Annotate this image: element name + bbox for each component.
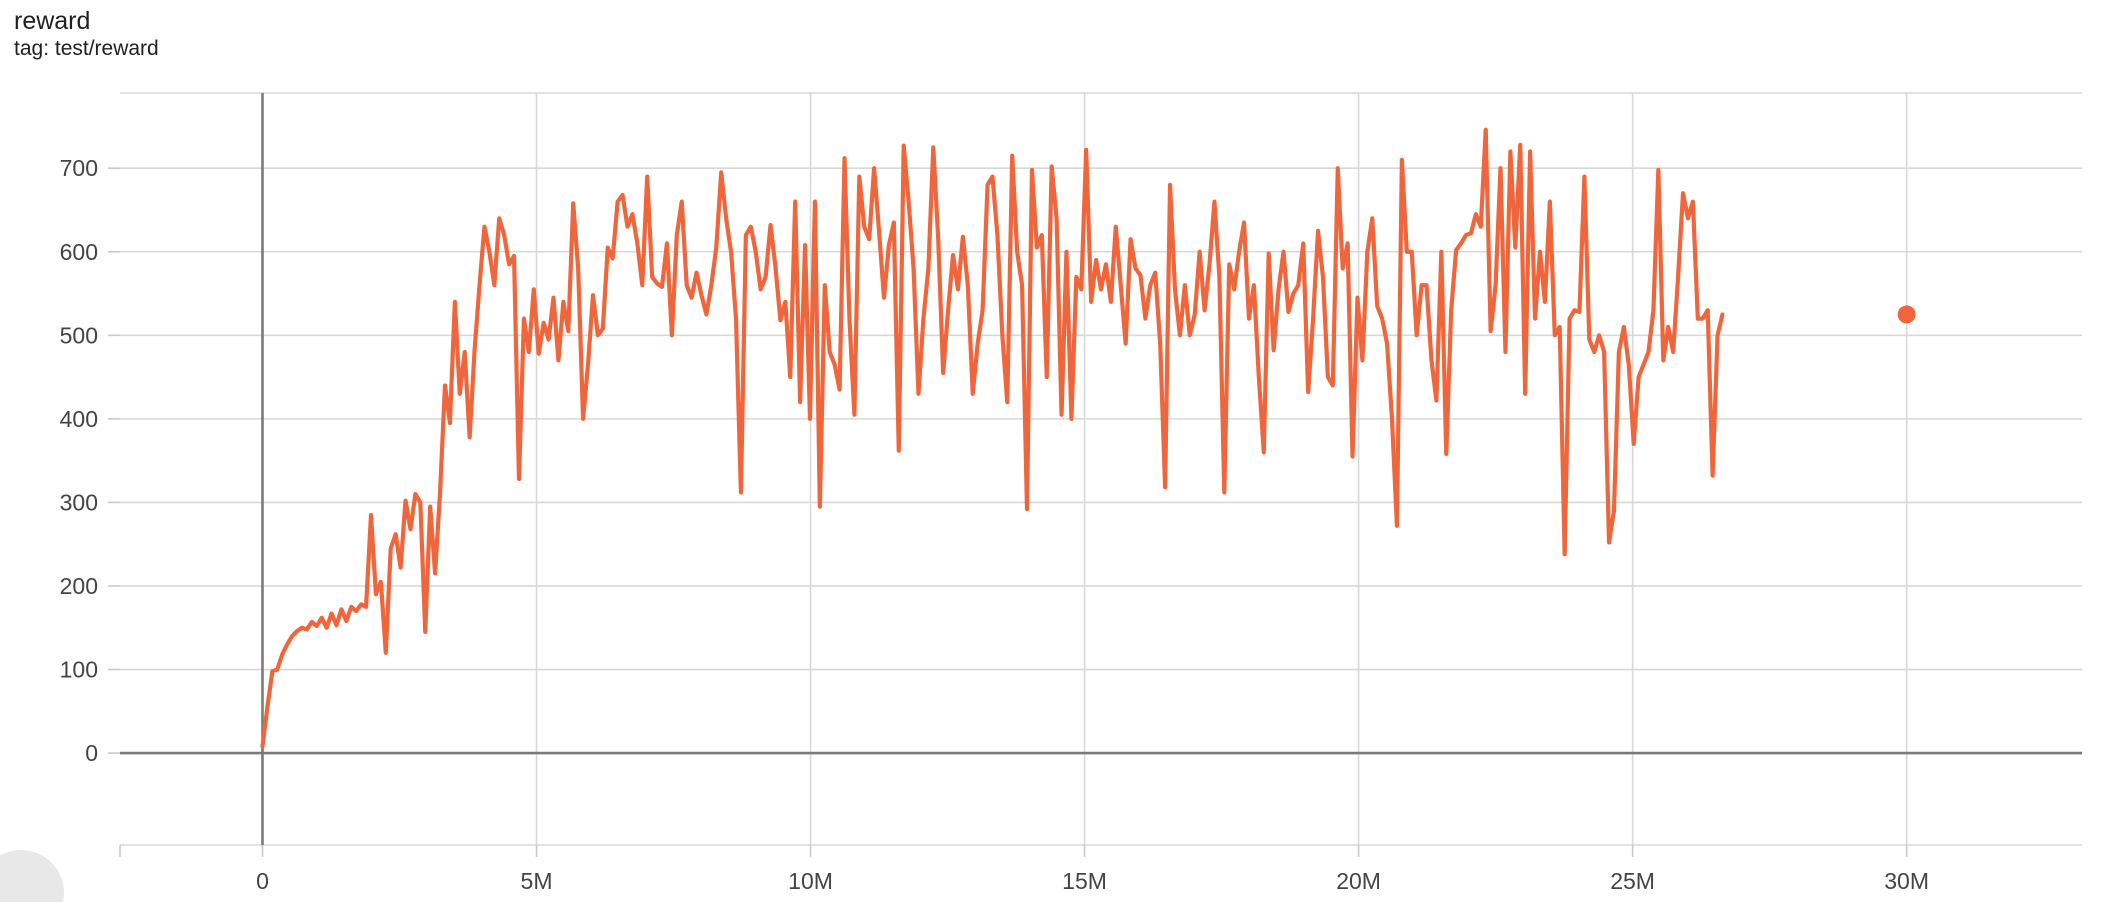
y-tick-label: 700: [60, 155, 98, 181]
x-tick-label: 30M: [1884, 868, 1929, 894]
x-axis-tick-labels: 0 5M 10M 15M 20M 25M 30M: [256, 868, 1929, 894]
y-tick-label: 200: [60, 573, 98, 599]
y-tick-label: 0: [85, 740, 98, 766]
series-reward[interactable]: [260, 127, 1725, 749]
x-tick-label: 0: [256, 868, 269, 894]
chart-header: reward tag: test/reward: [14, 6, 159, 62]
horizontal-gridlines: [120, 92, 2082, 671]
last-value-dot[interactable]: [1897, 305, 1916, 324]
y-tick-label: 600: [60, 239, 98, 265]
y-tick-label: 300: [60, 489, 98, 515]
y-tick-label: 500: [60, 322, 98, 348]
x-tick-label: 10M: [788, 868, 833, 894]
vertical-gridlines: [120, 93, 2082, 846]
chart-tag-label: tag: test/reward: [14, 37, 159, 60]
x-tick-label: 15M: [1062, 868, 1107, 894]
end-point-marker[interactable]: [1897, 305, 1916, 324]
y-tick-label: 100: [60, 657, 98, 683]
axis-lines: [120, 93, 2082, 845]
tick-marks: [108, 167, 1908, 857]
x-tick-label: 25M: [1610, 868, 1655, 894]
y-tick-label: 400: [60, 406, 98, 432]
x-tick-label: 20M: [1336, 868, 1381, 894]
y-axis-tick-labels: 0 100 200 300 400 500 600 700: [60, 155, 98, 766]
series-line-reward[interactable]: [260, 127, 1725, 749]
page-title: reward: [14, 7, 91, 35]
x-tick-label: 5M: [521, 868, 553, 894]
